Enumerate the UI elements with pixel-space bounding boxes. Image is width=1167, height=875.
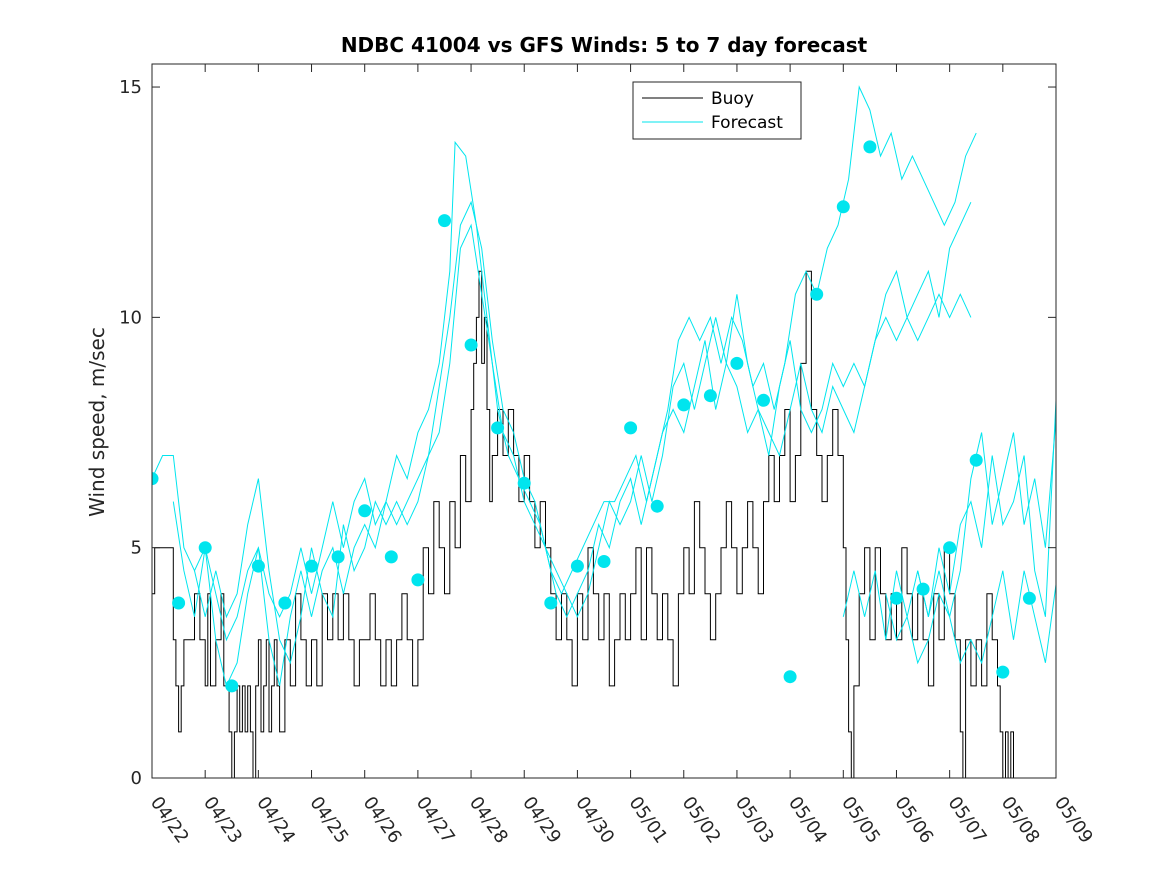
y-axis-label: Wind speed, m/sec bbox=[85, 327, 109, 517]
forecast-marker bbox=[198, 541, 212, 555]
x-tick-label: 04/27 bbox=[412, 793, 459, 848]
forecast-marker bbox=[384, 550, 398, 564]
forecast-marker bbox=[172, 596, 186, 610]
forecast-marker bbox=[464, 338, 478, 352]
forecast-marker bbox=[650, 499, 664, 513]
y-axis: 0 5 10 15 bbox=[119, 77, 1056, 789]
forecast-marker bbox=[969, 453, 983, 467]
forecast-marker bbox=[730, 356, 744, 370]
forecast-marker bbox=[331, 550, 345, 564]
forecast-series-line-2 bbox=[172, 200, 972, 688]
legend: Buoy Forecast bbox=[632, 81, 802, 140]
forecast-marker bbox=[438, 214, 451, 228]
x-tick-label: 05/07 bbox=[944, 793, 991, 848]
forecast-marker bbox=[491, 421, 505, 435]
y-tick-label: 0 bbox=[131, 768, 142, 789]
chart-title: NDBC 41004 vs GFS Winds: 5 to 7 day fore… bbox=[341, 33, 868, 57]
legend-label: Forecast bbox=[711, 113, 783, 133]
x-axis: 04/22 04/23 04/24 04/25 04/26 04/27 04/28 04/29… bbox=[146, 64, 1097, 847]
x-tick-label: 04/22 bbox=[146, 793, 193, 848]
legend-label: Buoy bbox=[711, 89, 754, 109]
forecast-marker bbox=[278, 596, 292, 610]
x-tick-label: 04/23 bbox=[199, 793, 246, 848]
forecast-marker bbox=[703, 389, 717, 403]
forecast-marker bbox=[517, 476, 531, 490]
x-tick-label: 04/24 bbox=[252, 793, 299, 848]
legend-box bbox=[632, 81, 802, 140]
forecast-marker bbox=[890, 591, 903, 605]
x-tick-label: 05/06 bbox=[890, 793, 937, 848]
buoy-series-line bbox=[152, 270, 1017, 778]
forecast-marker bbox=[570, 559, 584, 573]
forecast-marker bbox=[677, 398, 691, 412]
x-tick-label: 05/04 bbox=[784, 793, 831, 848]
x-tick-label: 04/26 bbox=[359, 793, 406, 848]
plot-area-frame bbox=[151, 63, 1057, 779]
forecast-marker bbox=[358, 504, 372, 518]
forecast-marker bbox=[152, 472, 159, 486]
forecast-marker bbox=[916, 582, 930, 596]
x-tick-label: 05/01 bbox=[624, 793, 671, 848]
forecast-series-line-6 bbox=[917, 400, 1056, 617]
x-tick-label: 04/28 bbox=[465, 793, 512, 848]
forecast-marker bbox=[411, 573, 425, 587]
forecast-marker bbox=[810, 287, 824, 301]
x-tick-label: 05/08 bbox=[997, 793, 1044, 848]
forecast-marker bbox=[757, 393, 770, 407]
forecast-marker bbox=[863, 140, 877, 154]
forecast-marker bbox=[1022, 591, 1036, 605]
forecast-marker bbox=[943, 541, 957, 555]
forecast-series-line-1 bbox=[152, 85, 977, 642]
forecast-series-line-5 bbox=[885, 570, 1056, 665]
y-tick-label: 10 bbox=[119, 307, 142, 328]
y-tick-label: 5 bbox=[131, 538, 142, 559]
forecast-marker bbox=[597, 555, 611, 568]
x-tick-label: 05/03 bbox=[731, 793, 778, 848]
forecast-series-line-3 bbox=[194, 223, 972, 665]
forecast-marker bbox=[624, 421, 638, 435]
forecast-marker bbox=[783, 670, 797, 684]
x-tick-label: 05/05 bbox=[837, 793, 884, 848]
forecast-marker bbox=[251, 559, 265, 573]
forecast-marker bbox=[996, 665, 1010, 679]
forecast-marker bbox=[225, 679, 239, 693]
x-tick-label: 05/09 bbox=[1050, 793, 1097, 848]
x-tick-label: 04/25 bbox=[305, 793, 352, 848]
forecast-marker bbox=[305, 559, 318, 573]
x-tick-label: 04/30 bbox=[571, 793, 618, 848]
y-tick-label: 15 bbox=[119, 77, 142, 98]
forecast-marker bbox=[544, 596, 558, 610]
forecast-marker bbox=[836, 200, 850, 214]
x-tick-label: 05/02 bbox=[678, 793, 725, 848]
x-tick-label: 04/29 bbox=[518, 793, 565, 848]
